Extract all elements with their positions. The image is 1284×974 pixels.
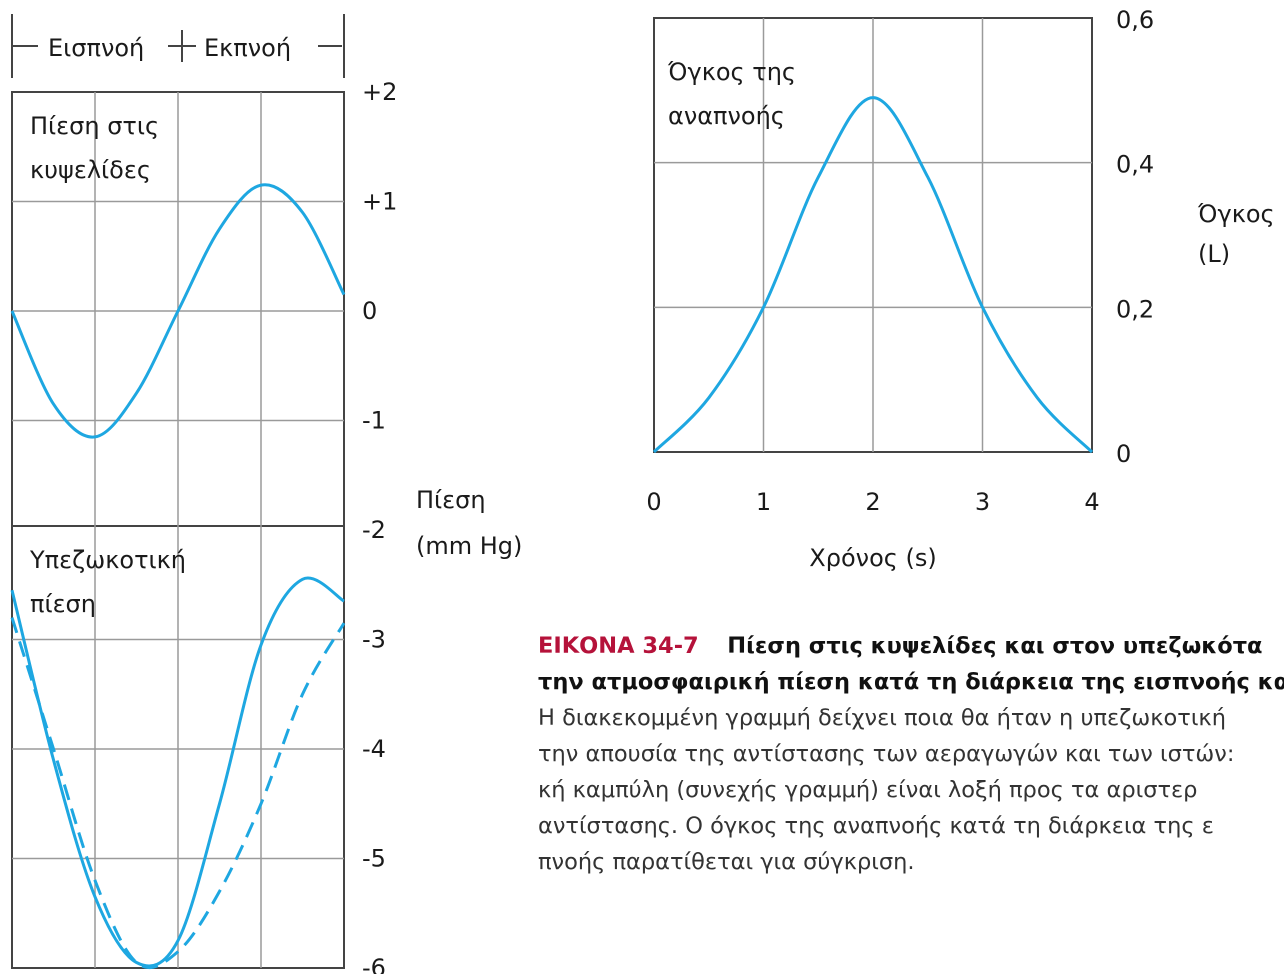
alveolar-title-line1: Πίεση στις: [30, 112, 159, 140]
figure-caption: ΕΙΚΟΝΑ 34-7 Πίεση στις κυψελίδες και στο…: [538, 628, 1284, 880]
pressure-tick-label: -3: [362, 626, 386, 654]
volume-title-line1: Όγκος της: [667, 58, 796, 86]
volume-x-tick-label: 4: [1084, 488, 1099, 516]
pressure-tick-label: 0: [362, 297, 377, 325]
volume-y-ticks: 0 0,2 0,4 0,6: [1116, 6, 1154, 468]
pressure-tick-label: -6: [362, 954, 386, 974]
alveolar-pressure-line: [10, 183, 346, 439]
pleural-pressure-dashed-line: [10, 617, 346, 969]
pressure-tick-label: -4: [362, 735, 386, 763]
pleural-pressure-solid-line: [10, 576, 345, 968]
pressure-tick-label: -5: [362, 845, 386, 873]
pleural-title-line2: πίεση: [30, 590, 96, 618]
alveolar-title-line2: κυψελίδες: [30, 156, 151, 184]
caption-bold-line2: την ατμοσφαιρική πίεση κατά τη διάρκεια …: [538, 669, 1284, 695]
caption-bold-line1: Πίεση στις κυψελίδες και στον υπεζωκότα: [727, 633, 1263, 659]
caption-line: κή καμπύλη (συνεχής γραμμή) είναι λοξή π…: [538, 777, 1198, 803]
caption-line: Η διακεκομμένη γραμμή δείχνει ποια θα ήτ…: [538, 705, 1226, 731]
volume-y-axis-label-line2: (L): [1198, 240, 1230, 268]
volume-title-line2: αναπνοής: [668, 102, 785, 130]
phase-label-inspiration: Εισπνοή: [48, 34, 144, 62]
pressure-grid: [12, 92, 344, 968]
volume-x-axis-label: Χρόνος (s): [809, 544, 936, 572]
phase-label-expiration: Εκπνοή: [204, 34, 291, 62]
caption-label: ΕΙΚΟΝΑ 34-7: [538, 633, 699, 659]
volume-chart: Όγκος της αναπνοής 0 1 2 3 4 0 0,2 0,4 0,6 Χρόν…: [646, 6, 1274, 572]
volume-y-tick-label: 0,4: [1116, 151, 1154, 179]
volume-x-tick-label: 2: [865, 488, 880, 516]
pressure-tick-label: +2: [362, 78, 397, 106]
pressure-tick-label: -1: [362, 407, 386, 435]
caption-line: την απουσία της αντίστασης των αεραγωγών…: [538, 741, 1235, 767]
pressure-panels: Πίεση στις κυψελίδες Υπεζωκοτική πίεση: [10, 91, 346, 969]
volume-line: [652, 96, 1094, 454]
pressure-axis-label-line2: (mm Hg): [416, 532, 522, 560]
volume-x-tick-label: 0: [646, 488, 661, 516]
pressure-tick-label: +1: [362, 188, 397, 216]
phase-header: Εισπνοή Εκπνοή: [11, 14, 345, 78]
volume-y-axis-label-line1: Όγκος: [1197, 200, 1275, 228]
volume-x-tick-label: 3: [975, 488, 990, 516]
caption-line: αντίστασης. Ο όγκος της αναπνοής κατά τη…: [538, 813, 1214, 839]
pressure-axis-label-line1: Πίεση: [416, 486, 486, 514]
pleural-title-line1: Υπεζωκοτική: [29, 546, 186, 574]
volume-y-tick-label: 0,2: [1116, 295, 1154, 323]
volume-y-tick-label: 0,6: [1116, 6, 1154, 34]
volume-y-tick-label: 0: [1116, 440, 1131, 468]
caption-line: πνοής παρατίθεται για σύγκριση.: [538, 849, 915, 875]
pressure-tick-labels: +2 +1 0 -1 -2 -3 -4 -5 -6: [362, 78, 397, 974]
pressure-tick-label: -2: [362, 516, 386, 544]
volume-x-ticks: 0 1 2 3 4: [646, 488, 1099, 516]
volume-x-tick-label: 1: [756, 488, 771, 516]
volume-grid: [654, 18, 1092, 452]
